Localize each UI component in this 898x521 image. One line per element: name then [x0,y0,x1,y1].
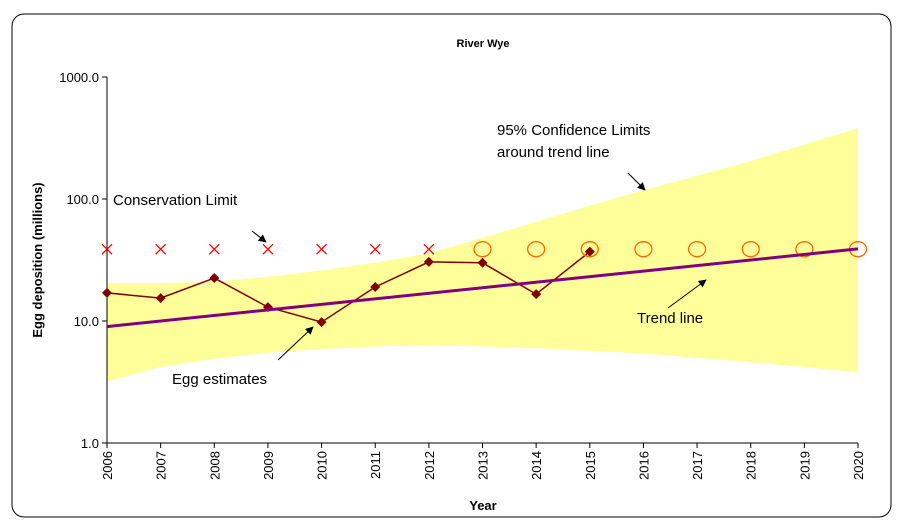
x-tick-label: 2015 [583,451,598,480]
x-tick-label: 2006 [100,451,115,480]
x-tick-label: 2020 [851,451,866,480]
arrow [627,172,646,191]
x-tick-label: 2019 [797,451,812,480]
y-tick-label: 100.0 [66,192,99,207]
circle-marker [473,241,492,258]
band-label: 95% Confidence Limits [497,122,650,139]
circle-marker [741,241,760,258]
chart-title: River Wye [457,38,510,50]
arrow [667,279,707,309]
x-marker [101,243,113,255]
diamond-marker [155,293,166,304]
diamond-marker [102,287,112,298]
circle-marker [580,241,599,258]
x-tick-label: 2016 [636,451,651,480]
arrow [277,326,314,361]
x-tick-label: 2010 [315,451,330,480]
x-marker [208,243,220,255]
y-tick-label: 1000.0 [59,70,99,85]
x-marker [423,243,435,255]
x-tick-label: 2012 [422,451,437,480]
x-axis-label: Year [469,498,496,513]
annotation: Conservation Limit [113,192,238,209]
x-tick-label: 2014 [529,451,544,480]
diamond-marker [316,317,327,328]
diamond-marker [370,281,381,292]
x-marker [155,243,167,255]
series-line [106,251,591,323]
x-tick-label: 2011 [368,451,383,479]
circle-marker [795,241,814,258]
diamond-marker [477,257,488,268]
arrow [251,230,267,243]
diamond-marker [531,289,542,300]
x-tick-label: 2017 [690,451,705,480]
confidence-band [107,128,858,382]
circle-marker [687,241,707,258]
diamond-marker [584,246,595,257]
trend-line [106,247,859,329]
y-tick-label: 1.0 [81,436,99,451]
x-tick-label: 2018 [744,451,759,480]
y-axis-label: Egg deposition (millions) [30,182,45,337]
x-marker [262,243,274,255]
band-label: around trend line [497,144,610,161]
x-tick-label: 2013 [476,451,491,480]
x-tick-label: 2009 [261,451,276,480]
circle-marker [634,241,653,258]
annotation: Egg estimates [172,371,267,388]
annotation: Trend line [637,310,703,327]
x-tick-label: 2007 [154,451,169,480]
x-marker [316,243,328,255]
band-layer [107,128,858,382]
x-tick-label: 2008 [207,451,222,480]
y-tick-label: 10.0 [74,314,99,329]
circle-marker [526,241,546,258]
diamond-marker [209,273,220,284]
diamond-marker [423,256,434,267]
x-marker [369,243,381,255]
